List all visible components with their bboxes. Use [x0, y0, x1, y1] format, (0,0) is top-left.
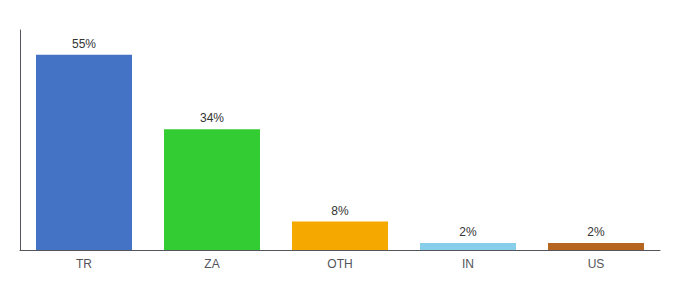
svg-text:US: US [588, 257, 605, 271]
svg-text:8%: 8% [331, 204, 349, 218]
svg-text:2%: 2% [587, 225, 605, 239]
svg-text:55%: 55% [72, 37, 96, 51]
svg-text:ZA: ZA [204, 257, 219, 271]
svg-text:IN: IN [462, 257, 474, 271]
svg-text:2%: 2% [459, 225, 477, 239]
svg-text:TR: TR [76, 257, 92, 271]
svg-text:OTH: OTH [327, 257, 352, 271]
svg-text:34%: 34% [200, 111, 224, 125]
